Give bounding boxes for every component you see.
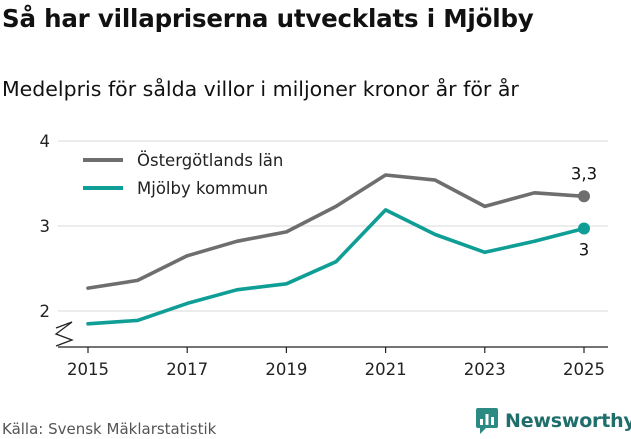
- legend-label: Mjölby kommun: [137, 179, 268, 198]
- legend-label: Östergötlands län: [137, 151, 283, 170]
- brand-name: Newsworthy: [505, 410, 631, 432]
- y-tick-label: 3: [40, 217, 51, 236]
- x-tick-label: 2021: [365, 360, 407, 379]
- series-line: [86, 208, 586, 326]
- x-tick-label: 2023: [464, 360, 506, 379]
- newsworthy-logo: Newsworthy: [476, 408, 631, 434]
- source-note: Källa: Svensk Mäklarstatistik: [2, 420, 217, 438]
- series-end-marker: [578, 190, 590, 203]
- x-tick-label: 2015: [67, 360, 109, 379]
- x-tick-label: 2017: [166, 360, 208, 379]
- series-end-marker: [578, 222, 590, 235]
- y-tick-label: 4: [40, 132, 51, 151]
- data-label: 3,3: [571, 164, 597, 183]
- page-title: Så har villapriserna utvecklats i Mjölby: [2, 4, 534, 33]
- chart-subtitle: Medelpris för sålda villor i miljoner kr…: [2, 77, 519, 101]
- data-label: 3: [579, 241, 590, 260]
- axis-break-icon: [54, 321, 74, 347]
- x-tick-label: 2019: [265, 360, 307, 379]
- series-line: [86, 173, 586, 290]
- newsworthy-logo-icon: [476, 408, 498, 434]
- x-tick-label: 2025: [563, 360, 605, 379]
- y-tick-label: 2: [40, 302, 51, 321]
